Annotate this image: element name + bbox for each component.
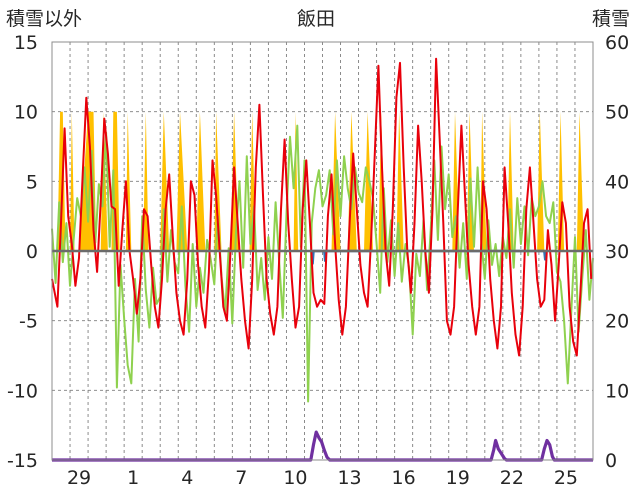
x-tick-label: 1 [127,467,139,489]
x-tick-label: 25 [554,467,578,489]
x-tick-label: 29 [67,467,91,489]
right-tick-label: 20 [605,311,629,333]
left-tick-label: 10 [14,102,38,124]
series-snow_depth [52,430,593,462]
x-tick-label: 4 [181,467,193,489]
plot-frame [51,41,594,461]
left-tick-label: -10 [7,380,38,402]
x-tick-label: 7 [235,467,247,489]
x-tick-label: 13 [337,467,361,489]
right-tick-label: 40 [605,171,629,193]
left-tick-label: 15 [14,32,38,54]
chart-title: 飯田 [297,8,335,30]
x-tick-label: 22 [500,467,524,489]
right-tick-label: 50 [605,102,629,124]
right-axis-label: 積雪 [592,8,630,30]
x-tick-label: 19 [446,467,470,489]
left-tick-label: -15 [7,450,38,472]
right-tick-label: 0 [605,450,617,472]
series-temperature [51,57,593,357]
series-layer [51,57,594,462]
right-tick-label: 30 [605,241,629,263]
x-tick-label: 16 [392,467,416,489]
x-tick-label: 10 [283,467,307,489]
left-tick-label: -5 [19,311,38,333]
left-tick-label: 0 [26,241,38,263]
right-tick-label: 10 [605,380,629,402]
series-sunshine [57,111,584,251]
right-tick-label: 60 [605,32,629,54]
left-tick-label: 5 [26,171,38,193]
left-axis-label: 積雪以外 [6,8,82,30]
